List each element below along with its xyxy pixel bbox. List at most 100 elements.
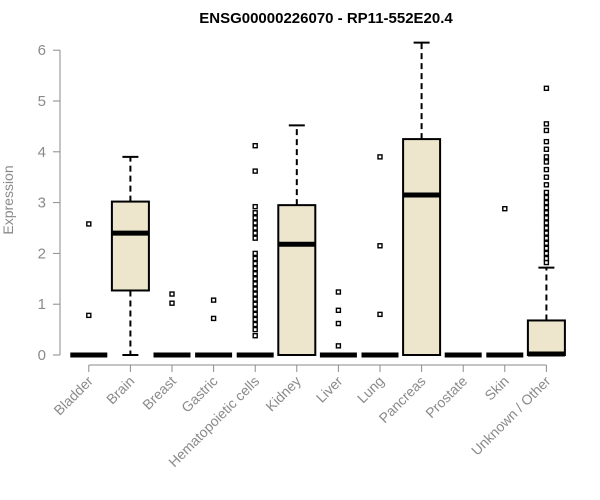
- box-gastric: [195, 297, 233, 358]
- y-tick-label: 1: [38, 296, 46, 313]
- outlier-point: [252, 260, 258, 267]
- outlier-point: [252, 143, 258, 149]
- outlier-point: [543, 225, 550, 231]
- outlier-point: [335, 320, 342, 327]
- outlier-point: [543, 245, 550, 252]
- outlier-point: [252, 255, 258, 262]
- outlier-point: [86, 312, 92, 319]
- outlier-point: [252, 225, 258, 231]
- outlier-point: [377, 154, 383, 160]
- box-iqr: [110, 200, 150, 292]
- box-pancreas: [402, 41, 442, 356]
- x-category-label: Liver: [313, 373, 346, 406]
- outlier-point: [252, 210, 258, 216]
- outlier-point: [169, 300, 175, 306]
- outlier-point: [543, 138, 550, 145]
- outlier-point: [543, 159, 550, 165]
- x-category-label: Lung: [354, 373, 387, 406]
- box-iqr: [402, 138, 442, 356]
- box-lung: [361, 154, 399, 358]
- outlier-point: [252, 250, 258, 257]
- box-iqr: [277, 204, 317, 356]
- outlier-point: [377, 311, 383, 318]
- y-tick-label: 3: [38, 195, 46, 212]
- outlier-point: [543, 215, 550, 221]
- outlier-point: [210, 297, 217, 303]
- x-category-label: Brain: [103, 373, 137, 407]
- outlier-point: [543, 146, 550, 152]
- x-category-label: Unknown / Other: [468, 373, 554, 459]
- box-hematopoietic-cells: [236, 143, 274, 358]
- outlier-point: [252, 326, 258, 333]
- x-category-label: Kidney: [262, 373, 304, 415]
- outlier-point: [543, 220, 550, 226]
- box-skin: [486, 205, 524, 358]
- outlier-point: [210, 315, 217, 322]
- outlier-point: [543, 235, 550, 241]
- box-bladder: [70, 221, 108, 358]
- outlier-point: [543, 189, 550, 196]
- outlier-point: [252, 291, 258, 297]
- box-brain: [110, 155, 150, 356]
- outlier-point: [252, 203, 258, 210]
- outlier-point: [543, 85, 550, 92]
- y-axis: 0 1 2 3 4 5 6: [38, 42, 61, 364]
- outlier-point: [252, 168, 258, 174]
- chart-title: ENSG00000226070 - RP11-552E20.4: [199, 10, 453, 27]
- y-axis-label: Expression: [0, 165, 16, 234]
- outlier-point: [252, 220, 258, 226]
- outlier-point: [543, 194, 550, 201]
- outlier-point: [543, 204, 550, 211]
- outlier-point: [502, 205, 508, 212]
- y-tick-label: 0: [38, 347, 46, 364]
- box-unknown-other: [526, 85, 566, 357]
- outlier-point: [543, 250, 550, 257]
- outlier-point: [252, 271, 258, 277]
- box-kidney: [277, 124, 317, 356]
- box-breast: [153, 291, 191, 358]
- x-category-label: Breast: [139, 373, 179, 413]
- outlier-point: [543, 199, 550, 206]
- outlier-point: [543, 182, 550, 188]
- outlier-point: [252, 321, 258, 328]
- outlier-point: [543, 154, 550, 160]
- outlier-point: [252, 332, 258, 339]
- outlier-point: [252, 311, 258, 318]
- outlier-point: [252, 316, 258, 323]
- outlier-point: [252, 281, 258, 287]
- x-category-label: Prostate: [422, 373, 470, 421]
- outlier-point: [252, 286, 258, 292]
- outlier-point: [252, 296, 258, 302]
- outlier-point: [252, 265, 258, 272]
- x-category-label: Skin: [481, 373, 512, 404]
- outlier-point: [543, 127, 550, 134]
- outlier-point: [543, 166, 550, 173]
- box-liver: [319, 289, 357, 358]
- outlier-point: [335, 289, 342, 295]
- plot-marks: [70, 41, 566, 358]
- x-category-label: Bladder: [50, 373, 96, 419]
- y-tick-label: 6: [38, 42, 46, 59]
- outlier-point: [169, 291, 175, 297]
- outlier-point: [543, 174, 550, 180]
- outlier-point: [543, 230, 550, 236]
- outlier-point: [252, 306, 258, 312]
- outlier-point: [543, 240, 550, 246]
- outlier-point: [86, 221, 92, 227]
- y-tick-label: 5: [38, 93, 46, 110]
- outlier-point: [543, 121, 550, 127]
- outlier-point: [252, 215, 258, 221]
- y-tick-label: 4: [38, 144, 46, 161]
- outlier-point: [377, 243, 383, 249]
- outlier-point: [252, 230, 258, 236]
- outlier-point: [543, 210, 550, 216]
- outlier-point: [252, 301, 258, 307]
- outlier-point: [252, 235, 258, 241]
- outlier-point: [335, 307, 342, 313]
- box-iqr: [526, 319, 566, 356]
- outlier-point: [335, 343, 342, 349]
- outlier-point: [543, 255, 550, 262]
- outlier-point: [252, 276, 258, 282]
